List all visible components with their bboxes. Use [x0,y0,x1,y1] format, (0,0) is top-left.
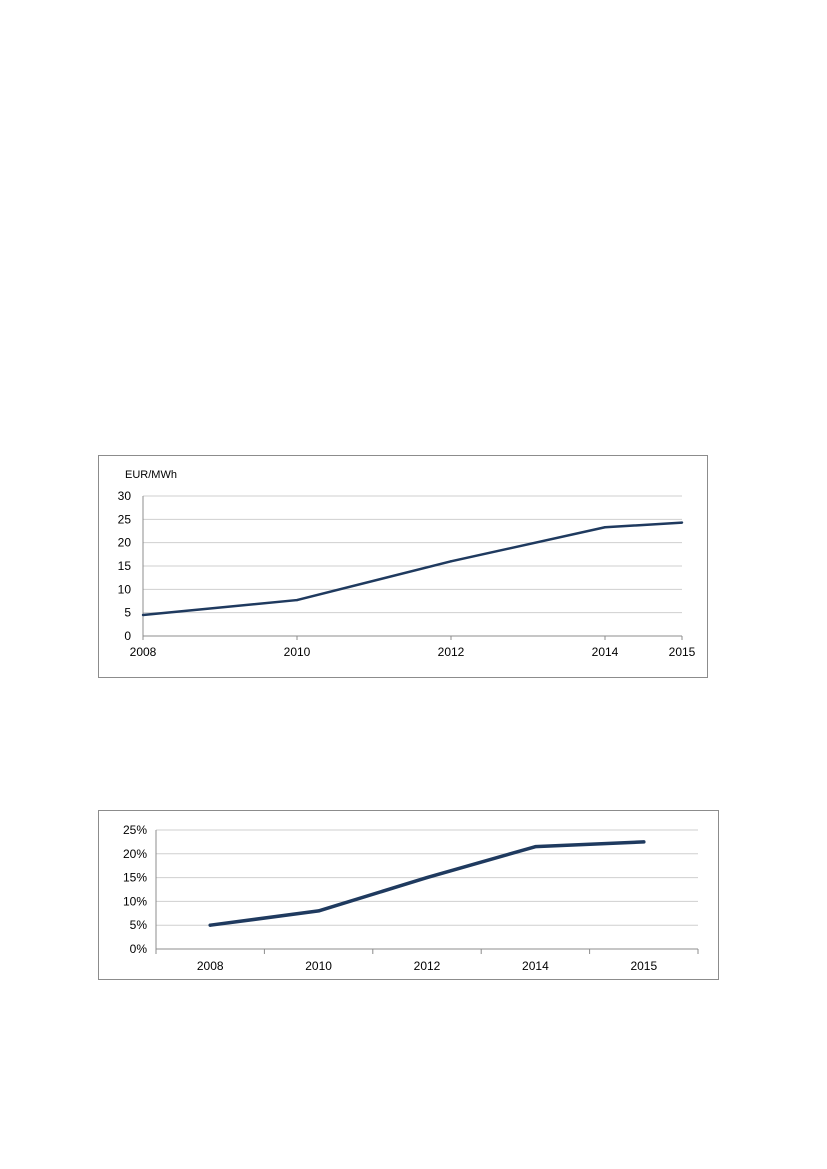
y-tick-label: 20% [123,847,147,861]
y-tick-label: 25% [123,823,147,837]
x-tick-label: 2008 [197,959,224,973]
x-tick-label: 2014 [522,959,549,973]
x-tick-label: 2014 [592,645,619,659]
series-line [208,840,646,927]
y-tick-label: 0% [130,942,148,956]
data-point [680,521,684,524]
x-tick-label: 2015 [669,645,696,659]
data-point [533,845,537,849]
y-tick-label: 0 [124,629,131,643]
data-point [141,613,145,617]
data-point [317,909,321,913]
x-tick-label: 2010 [305,959,332,973]
data-point [295,598,299,602]
data-point [642,840,646,844]
y-tick-label: 5% [130,918,148,932]
y-tick-label: 25 [118,512,132,526]
data-point [449,560,453,563]
y-tick-label: 15 [118,559,132,573]
x-tick-label: 2008 [130,645,157,659]
x-tick-label: 2012 [438,645,465,659]
chart-percent: 0% 5% 10% 15% 20% 25% 2008 2010 2012 2014 2015 [98,810,719,980]
x-tick-label: 2010 [284,645,311,659]
series-line [142,521,683,617]
y-tick-label: 15% [123,871,147,885]
x-tick-label: 2015 [630,959,657,973]
data-point [208,923,212,927]
chart-percent-svg: 0% 5% 10% 15% 20% 25% 2008 2010 2012 2014 2015 [123,823,699,973]
y-tick-label: 10% [123,894,147,908]
y-tick-label: 10 [118,582,132,596]
y-unit-label: EUR/MWh [125,469,177,481]
x-tick-label: 2012 [414,959,441,973]
y-tick-label: 20 [118,536,132,550]
data-point [425,876,429,880]
data-point [603,526,607,529]
chart-eur-mwh-svg: EUR/MWh 0 5 10 15 20 25 30 2008 2010 2012 2014 2015 [118,469,696,659]
y-tick-label: 30 [118,489,132,503]
y-tick-label: 5 [124,606,131,620]
chart-eur-mwh: EUR/MWh 0 5 10 15 20 25 30 2008 2010 2012 2014 2015 [98,455,708,678]
